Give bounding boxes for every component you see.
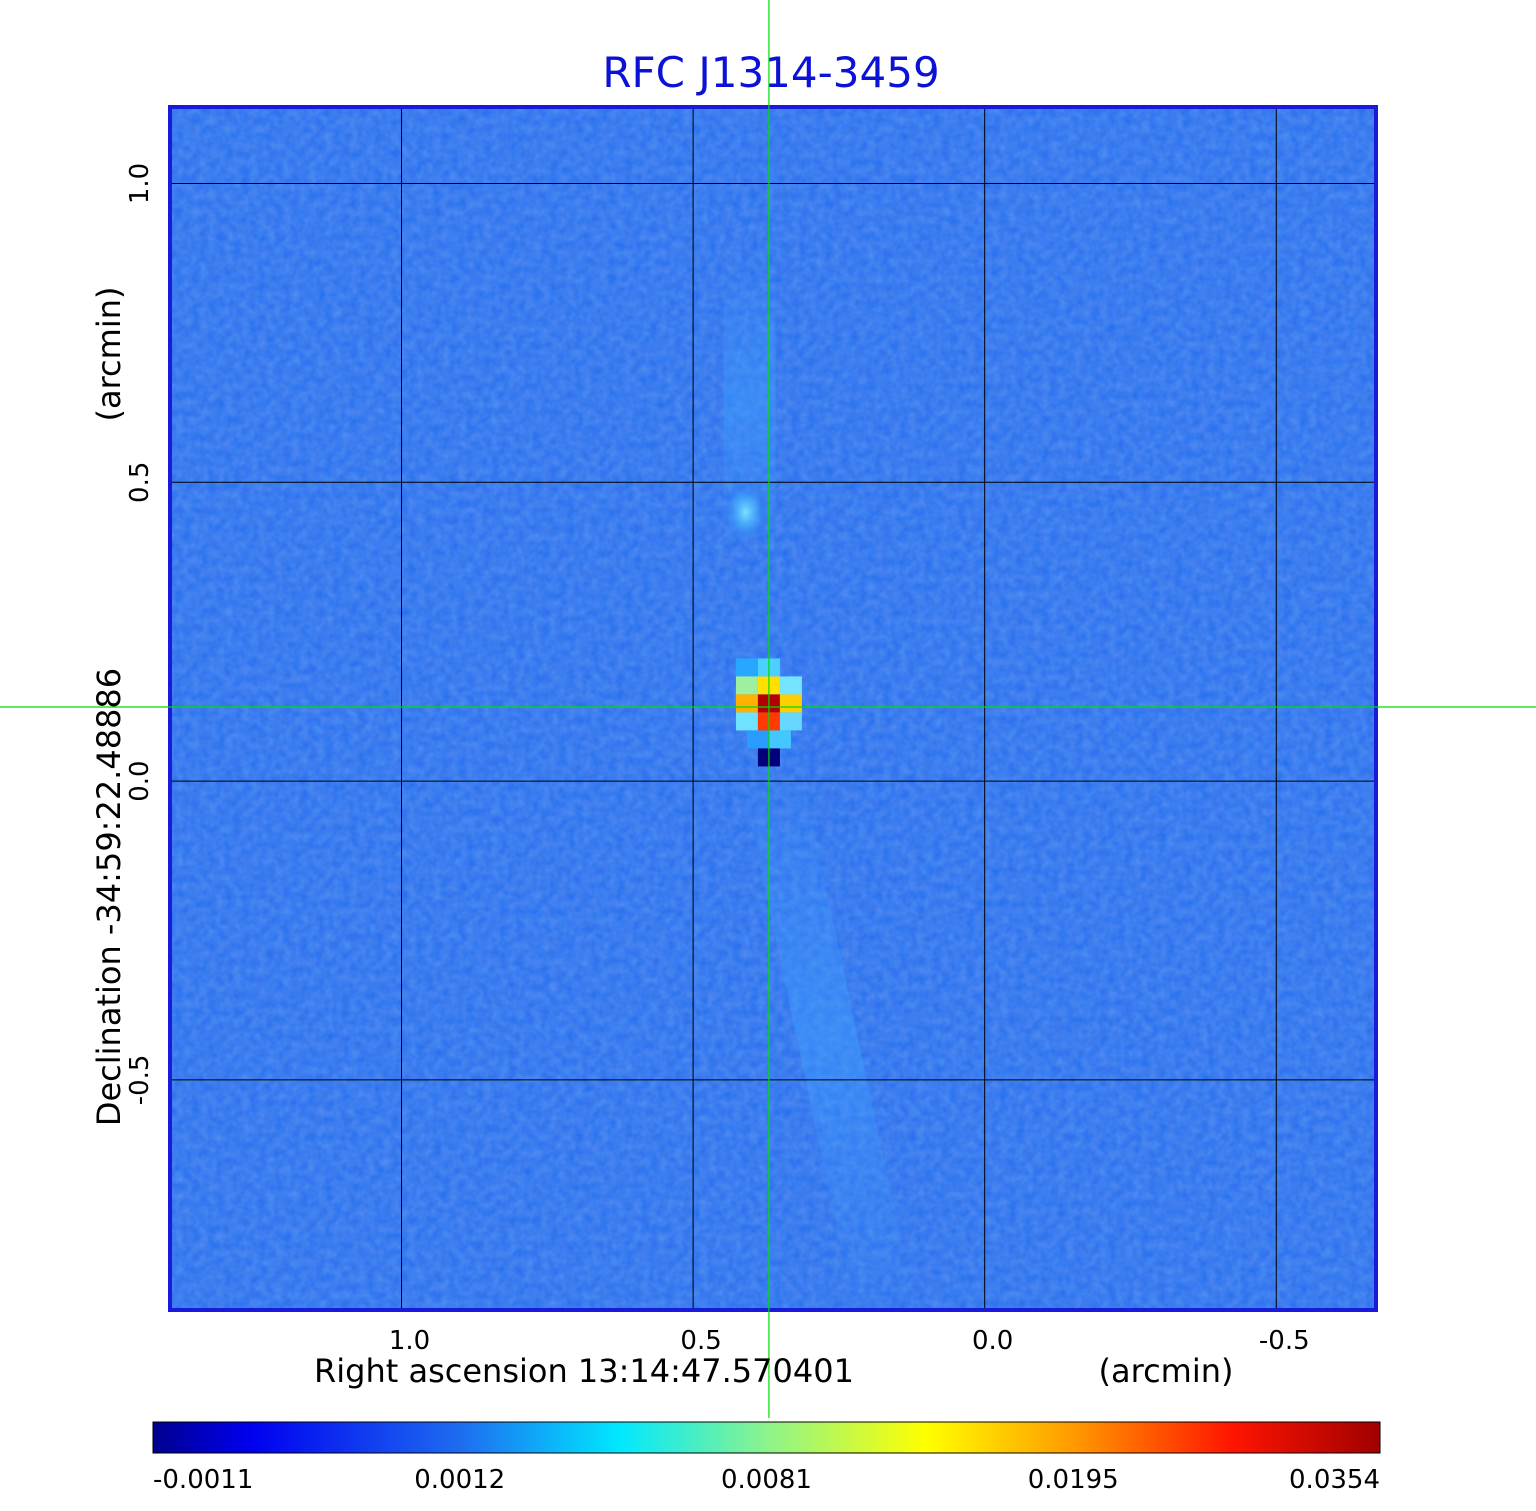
core-pixel-5 [735, 694, 758, 713]
jet-knot [723, 482, 768, 543]
x-axis-unit: (arcmin) [1099, 1352, 1234, 1390]
core-pixel-0 [735, 658, 758, 677]
core-pixel-11 [746, 730, 769, 749]
colorbar [152, 1421, 1381, 1454]
x-tick-label-1: 0.5 [680, 1326, 721, 1356]
chart-title: RFC J1314-3459 [602, 48, 939, 97]
x-axis-label: Right ascension 13:14:47.570401 [314, 1352, 854, 1390]
core-pixel-12 [768, 730, 791, 749]
x-tick-label-2: 0.0 [972, 1326, 1013, 1356]
colorbar-tick-4: 0.0354 [1289, 1465, 1380, 1495]
core-pixel-4 [779, 676, 802, 695]
colorbar-tick-3: 0.0195 [1028, 1465, 1119, 1495]
core-pixel-10 [779, 712, 802, 731]
y-tick-labels: 1.0 0.5 0.0 -0.5 [125, 163, 155, 1105]
crosshair [0, 0, 1536, 1418]
y-tick-label-1: 0.5 [125, 462, 155, 503]
x-tick-labels: 1.0 0.5 0.0 -0.5 [389, 1326, 1310, 1356]
image-area [170, 107, 1376, 1310]
y-tick-label-0: 1.0 [125, 163, 155, 204]
y-axis-label: Declination -34:59:22.48886 [90, 668, 128, 1126]
plot-frame [168, 105, 1378, 1312]
y-axis-unit: (arcmin) [90, 287, 128, 422]
colorbar-tick-labels: -0.0011 0.0012 0.0081 0.0195 0.0354 [153, 1465, 1380, 1495]
colorbar-tick-0: -0.0011 [153, 1465, 253, 1495]
x-tick-label-3: -0.5 [1259, 1326, 1310, 1356]
core-pixel-2 [735, 676, 758, 695]
core-pixel-8 [735, 712, 758, 731]
colorbar-tick-1: 0.0012 [414, 1465, 505, 1495]
colorbar-tick-2: 0.0081 [721, 1465, 812, 1495]
coordinate-grid [170, 107, 1376, 1310]
core-pixel-7 [779, 694, 802, 713]
x-tick-label-0: 1.0 [389, 1326, 430, 1356]
jet-south [739, 757, 915, 1310]
y-tick-label-3: -0.5 [125, 1055, 155, 1106]
y-tick-label-2: 0.0 [125, 760, 155, 801]
emission-features [723, 263, 915, 1310]
